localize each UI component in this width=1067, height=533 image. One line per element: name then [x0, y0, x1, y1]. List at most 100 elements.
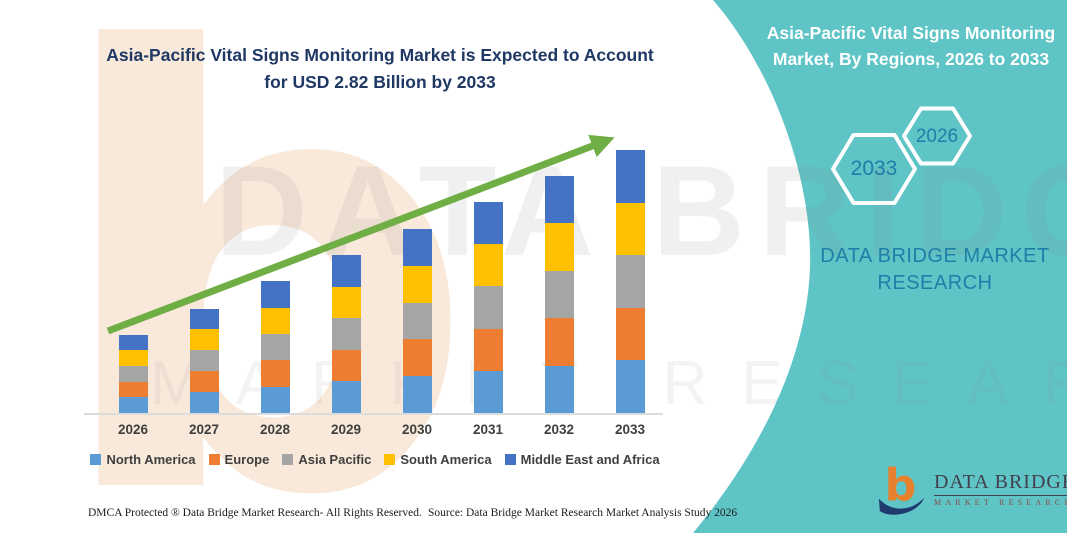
dmca-notice: DMCA Protected ® Data Bridge Market Rese… — [88, 507, 422, 519]
bar-segment-south-america — [260, 307, 290, 335]
bar-segment-asia-pacific — [544, 270, 574, 319]
bar-segment-europe — [118, 381, 148, 398]
legend-item-middle-east-and-africa: Middle East and Africa — [504, 452, 660, 467]
legend-item-europe: Europe — [208, 452, 270, 467]
legend-item-south-america: South America — [384, 452, 492, 467]
bar-segment-europe — [544, 318, 574, 366]
x-axis-label-2031: 2031 — [472, 422, 504, 437]
bar-segment-europe — [189, 371, 219, 393]
x-axis-label-2033: 2033 — [614, 422, 646, 437]
source-note: Source: Data Bridge Market Research Mark… — [428, 507, 738, 519]
logo-b-glyph: b — [885, 462, 917, 512]
bar-segment-middle-east-and-africa — [118, 334, 148, 351]
chart-title-line1: Asia-Pacific Vital Signs Monitoring Mark… — [106, 45, 654, 65]
x-axis-line — [84, 413, 663, 415]
x-axis-label-2027: 2027 — [188, 422, 220, 437]
bar-segment-north-america — [402, 376, 432, 413]
bar-segment-north-america — [260, 386, 290, 413]
bar-segment-asia-pacific — [473, 286, 503, 329]
bar-2026 — [118, 334, 148, 413]
x-axis-label-2026: 2026 — [117, 422, 149, 437]
bar-segment-middle-east-and-africa — [402, 229, 432, 266]
logo-name-text: DATA BRIDGE — [934, 471, 1067, 496]
bar-segment-south-america — [118, 350, 148, 366]
chart-title-line2: for USD 2.82 Billion by 2033 — [264, 72, 496, 93]
hexagon-2026-label: 2026 — [915, 126, 959, 147]
x-axis-label-2030: 2030 — [401, 422, 433, 437]
bar-segment-south-america — [331, 286, 361, 319]
hexagon-2033-label: 2033 — [850, 157, 898, 180]
legend: North America Europe Asia Pacific South Ame… — [80, 452, 670, 467]
bar-segment-north-america — [331, 381, 361, 413]
logo-swoosh — [878, 497, 925, 515]
legend-label: Asia Pacific — [298, 452, 372, 467]
bar-segment-middle-east-and-africa — [260, 281, 290, 308]
databridge-logo: b DATA BRIDGE MARKET RESEARCH — [876, 462, 1067, 516]
legend-item-north-america: North America — [90, 452, 196, 467]
bar-2032 — [544, 176, 574, 413]
brand-name: DATA BRIDGE MARKET RESEARCH — [790, 243, 1067, 297]
bar-segment-asia-pacific — [260, 334, 290, 361]
bar-2030 — [402, 229, 432, 413]
bar-2029 — [331, 255, 361, 413]
chart-title: Asia-Pacific Vital Signs Monitoring Mark… — [85, 42, 675, 96]
bar-2028 — [260, 281, 290, 413]
bar-segment-middle-east-and-africa — [331, 255, 361, 287]
legend-item-asia-pacific: Asia Pacific — [282, 452, 371, 467]
bar-segment-middle-east-and-africa — [473, 202, 503, 245]
bar-2033 — [615, 149, 645, 413]
teal-wave — [693, 0, 1067, 533]
legend-label: South America — [400, 452, 492, 467]
bar-segment-north-america — [615, 360, 645, 413]
bar-segment-europe — [331, 349, 361, 382]
bar-segment-south-america — [402, 265, 432, 303]
bar-segment-europe — [473, 328, 503, 371]
bar-segment-europe — [615, 307, 645, 361]
bar-segment-north-america — [189, 392, 219, 413]
bar-segment-middle-east-and-africa — [615, 149, 645, 203]
legend-swatch — [90, 454, 102, 465]
brand-line2: RESEARCH — [877, 272, 993, 294]
x-axis-label-2029: 2029 — [330, 422, 362, 437]
legend-swatch — [282, 454, 294, 465]
bar-segment-asia-pacific — [189, 350, 219, 372]
bar-segment-south-america — [544, 223, 574, 271]
x-axis-label-2028: 2028 — [259, 422, 291, 437]
bar-2031 — [473, 202, 503, 413]
bar-segment-asia-pacific — [402, 302, 432, 340]
hexagon-2026-outline — [902, 106, 972, 166]
bar-segment-north-america — [118, 397, 148, 413]
bar-segment-middle-east-and-africa — [544, 176, 574, 224]
legend-label: North America — [106, 452, 196, 467]
hexagon-2033-outline — [831, 133, 917, 205]
trend-arrow-line — [106, 134, 615, 335]
legend-swatch — [384, 454, 396, 465]
legend-swatch — [504, 454, 516, 465]
panel-title-line1: Asia-Pacific Vital Signs Monitoring — [766, 23, 1056, 43]
bar-segment-asia-pacific — [615, 255, 645, 308]
panel-title: Asia-Pacific Vital Signs Monitoring Mark… — [762, 20, 1060, 73]
logo-sub-text: MARKET RESEARCH — [934, 498, 1067, 507]
x-axis-label-2032: 2032 — [543, 422, 575, 437]
bar-segment-europe — [260, 360, 290, 387]
bar-segment-south-america — [473, 244, 503, 287]
bar-segment-asia-pacific — [118, 365, 148, 382]
panel-title-line2: Market, By Regions, 2026 to 2033 — [772, 49, 1050, 70]
bar-segment-south-america — [615, 202, 645, 256]
logo-mark-icon: b — [878, 462, 925, 515]
brand-line1: DATA BRIDGE MARKET — [820, 245, 1050, 267]
legend-label: Europe — [224, 452, 270, 467]
bar-segment-europe — [402, 339, 432, 377]
legend-swatch — [208, 454, 220, 465]
bar-segment-north-america — [544, 365, 574, 413]
bar-segment-south-america — [189, 329, 219, 351]
marketresearch-text-watermark: MARKET RESEARCH — [150, 349, 1067, 418]
bar-segment-north-america — [473, 370, 503, 413]
bar-2027 — [189, 308, 219, 413]
bar-segment-middle-east-and-africa — [189, 308, 219, 330]
legend-label: Middle East and Africa — [520, 452, 660, 467]
